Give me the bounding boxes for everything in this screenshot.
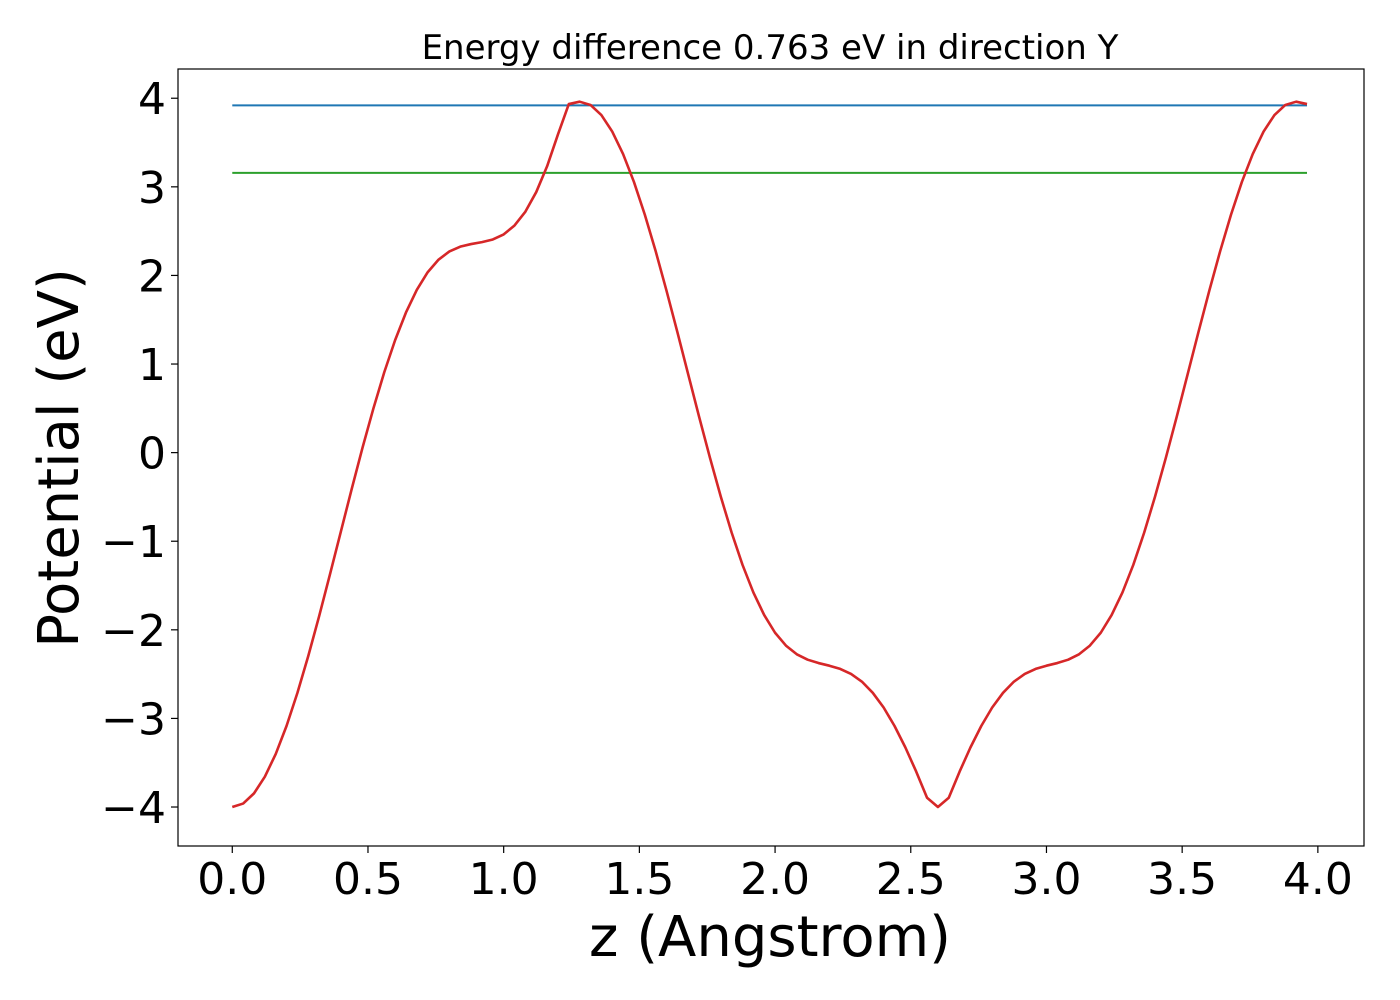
x-tick-label: 4.0 [1283,854,1353,905]
plot-area [177,68,1365,847]
x-tick-label: 0.5 [333,854,403,905]
x-tick-label: 2.0 [740,854,810,905]
y-tick-label: 4 [138,74,166,125]
x-axis-label: z (Angstrom) [589,905,951,970]
y-tick-label: 2 [138,251,166,302]
y-tick-label: 3 [138,163,166,214]
x-tick-label: 3.0 [1011,854,1081,905]
x-tick-label: 1.5 [604,854,674,905]
x-tick-label: 3.5 [1147,854,1217,905]
y-tick-label: −3 [101,694,166,745]
x-tick-label: 0.0 [197,854,267,905]
axes-frame [177,68,1365,847]
y-axis: −4 −3 −2 −1 0 1 2 3 4 [101,74,178,834]
y-tick-label: −2 [101,606,166,657]
series-line-3 [231,100,1308,809]
y-tick-label: 1 [138,340,166,391]
x-tick-label: 1.0 [469,854,539,905]
y-axis-label: Potential (eV) [27,268,92,648]
x-tick-label: 2.5 [876,854,946,905]
x-axis: 0.0 0.5 1.0 1.5 2.0 2.5 3.0 3.5 4.0 [197,846,1353,905]
y-tick-label: −1 [101,517,166,568]
y-tick-label: 0 [138,429,166,480]
chart-title: Energy difference 0.763 eV in direction … [422,28,1119,68]
y-tick-label: −4 [101,783,166,834]
